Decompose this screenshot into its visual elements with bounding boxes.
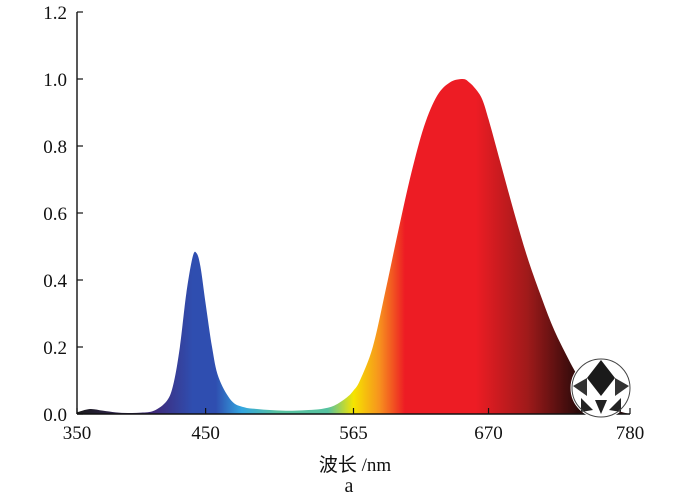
x-tick-label: 780 [616, 423, 645, 444]
x-axis-title: 波长 /nm [319, 454, 392, 476]
spectrum-area-layer [77, 79, 630, 414]
x-tick-label: 670 [474, 423, 503, 444]
panel-label: a [345, 475, 354, 497]
y-tick-label: 1.0 [43, 70, 67, 91]
x-axis-ticks: 350 450 565 670 780 [63, 408, 645, 444]
x-tick-label: 350 [63, 423, 92, 444]
y-tick-label: 0.6 [43, 204, 67, 225]
x-tick-label: 565 [339, 423, 368, 444]
y-tick-label: 0.0 [43, 405, 67, 426]
y-tick-label: 0.8 [43, 137, 67, 158]
y-tick-label: 0.2 [43, 338, 67, 359]
watermark-logo [570, 357, 632, 419]
spectrum-area-series-0 [77, 79, 630, 414]
y-tick-label: 0.4 [43, 271, 67, 292]
x-tick-label: 450 [191, 423, 220, 444]
y-tick-label: 1.2 [43, 3, 67, 24]
y-axis-ticks: 0.0 0.2 0.4 0.6 0.8 1.0 1.2 [43, 3, 83, 426]
